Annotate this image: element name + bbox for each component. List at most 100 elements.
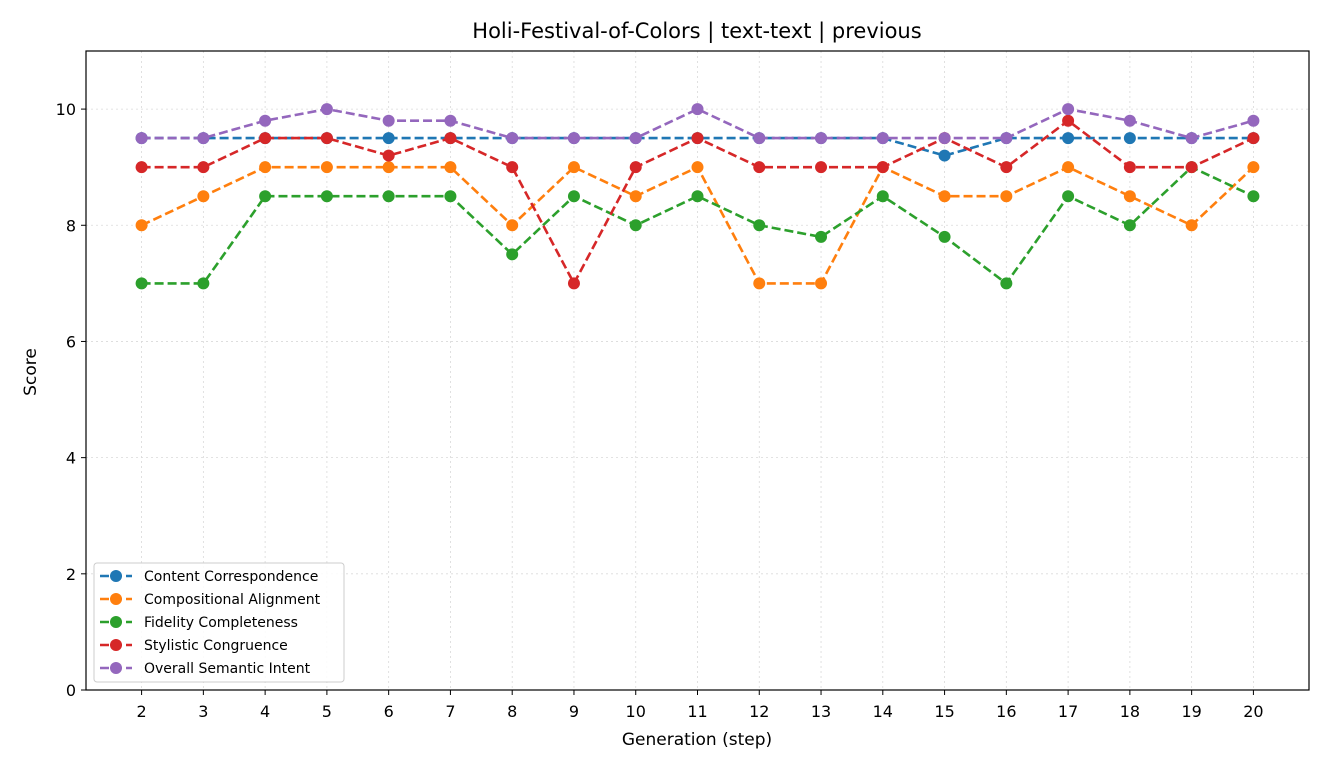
y-tick-label: 4 xyxy=(66,449,76,468)
chart-title: Holi-Festival-of-Colors | text-text | pr… xyxy=(472,19,921,44)
y-tick-label: 2 xyxy=(66,565,76,584)
data-point xyxy=(753,219,766,232)
data-point xyxy=(567,190,580,203)
data-point xyxy=(506,219,519,232)
data-point xyxy=(382,149,395,162)
data-point xyxy=(629,161,642,174)
data-point xyxy=(1123,161,1136,174)
data-point xyxy=(197,132,210,145)
data-point xyxy=(1123,190,1136,203)
legend-item: Stylistic Congruence xyxy=(100,638,288,654)
series-2 xyxy=(135,161,1260,290)
data-point xyxy=(691,132,704,145)
data-point xyxy=(567,132,580,145)
legend-item: Content Correspondence xyxy=(100,569,318,585)
data-point xyxy=(938,190,951,203)
data-point xyxy=(382,161,395,174)
data-point xyxy=(629,132,642,145)
x-tick-label: 16 xyxy=(996,702,1016,721)
data-point xyxy=(1062,190,1075,203)
data-point xyxy=(135,161,148,174)
data-point xyxy=(135,277,148,290)
data-point xyxy=(1185,161,1198,174)
plot-frame xyxy=(85,50,1310,691)
data-point xyxy=(1000,132,1013,145)
data-point xyxy=(135,219,148,232)
x-tick-label: 5 xyxy=(322,702,332,721)
data-point xyxy=(135,132,148,145)
data-point xyxy=(753,132,766,145)
data-point xyxy=(753,161,766,174)
data-point xyxy=(567,161,580,174)
legend-label: Stylistic Congruence xyxy=(144,638,288,654)
data-point xyxy=(691,161,704,174)
data-point xyxy=(938,132,951,145)
data-point xyxy=(1123,114,1136,127)
x-tick-label: 14 xyxy=(873,702,893,721)
data-point xyxy=(815,277,828,290)
data-point xyxy=(506,132,519,145)
data-point xyxy=(382,132,395,145)
data-point xyxy=(320,190,333,203)
data-point xyxy=(382,114,395,127)
series-4 xyxy=(135,103,1260,145)
x-tick-label: 13 xyxy=(811,702,831,721)
legend-box xyxy=(93,562,345,683)
data-point xyxy=(567,277,580,290)
data-point xyxy=(320,103,333,116)
data-point xyxy=(1000,277,1013,290)
data-point xyxy=(753,277,766,290)
data-point xyxy=(876,161,889,174)
y-tick-label: 8 xyxy=(66,216,76,235)
y-axis-ticks: 0 2 4 6 8 10 xyxy=(56,100,86,700)
data-point xyxy=(259,132,272,145)
data-point xyxy=(1123,219,1136,232)
legend-swatch-marker xyxy=(110,616,122,628)
x-tick-label: 3 xyxy=(198,702,208,721)
x-tick-label: 2 xyxy=(136,702,146,721)
data-point xyxy=(259,161,272,174)
data-point xyxy=(197,161,210,174)
data-point xyxy=(1247,132,1260,145)
data-point xyxy=(444,161,457,174)
legend: Content Correspondence Compositional Alig… xyxy=(93,562,345,683)
data-point xyxy=(1123,132,1136,145)
x-tick-label: 15 xyxy=(934,702,954,721)
legend-label: Overall Semantic Intent xyxy=(144,661,311,677)
data-point xyxy=(1247,190,1260,203)
data-point xyxy=(629,219,642,232)
y-tick-label: 6 xyxy=(66,332,76,351)
data-point xyxy=(1000,190,1013,203)
data-point xyxy=(444,190,457,203)
data-point xyxy=(506,161,519,174)
legend-swatch-marker xyxy=(110,639,122,651)
data-point xyxy=(691,190,704,203)
legend-label: Compositional Alignment xyxy=(144,592,321,608)
data-point xyxy=(1185,132,1198,145)
data-point xyxy=(506,248,519,261)
data-point xyxy=(1247,114,1260,127)
data-point xyxy=(1062,161,1075,174)
y-tick-label: 0 xyxy=(66,681,76,700)
x-tick-label: 12 xyxy=(749,702,769,721)
x-tick-label: 11 xyxy=(687,702,707,721)
legend-item: Fidelity Completeness xyxy=(100,615,298,631)
data-point xyxy=(815,161,828,174)
data-point xyxy=(197,277,210,290)
data-point xyxy=(444,132,457,145)
x-tick-label: 19 xyxy=(1181,702,1201,721)
data-point xyxy=(876,190,889,203)
legend-swatch-marker xyxy=(110,662,122,674)
y-tick-label: 10 xyxy=(56,100,76,119)
data-point xyxy=(320,161,333,174)
data-point xyxy=(382,190,395,203)
data-point xyxy=(259,190,272,203)
legend-item: Compositional Alignment xyxy=(100,592,321,608)
x-tick-label: 4 xyxy=(260,702,270,721)
data-point xyxy=(815,132,828,145)
data-point xyxy=(1062,114,1075,127)
series-group xyxy=(135,103,1260,290)
x-tick-label: 9 xyxy=(569,702,579,721)
x-axis-ticks: 2 3 4 5 6 7 8 9 10 11 12 13 14 15 16 17 18 19 20 xyxy=(136,690,1264,721)
data-point xyxy=(1185,219,1198,232)
